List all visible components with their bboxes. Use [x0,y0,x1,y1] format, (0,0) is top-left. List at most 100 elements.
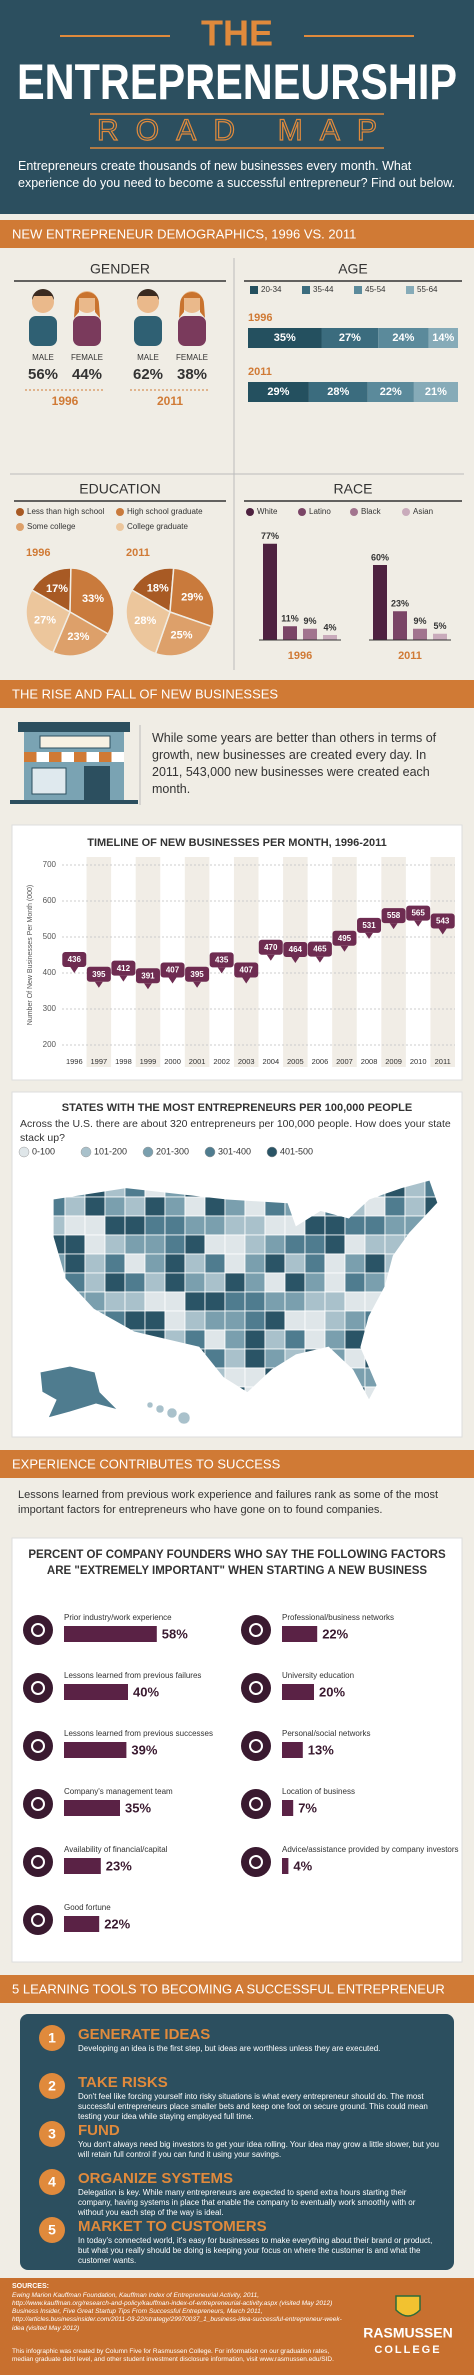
section-heading: NEW ENTREPRENEUR DEMOGRAPHICS, 1996 VS. … [12,226,356,241]
value-label: 77% [261,531,279,541]
state [404,1196,426,1217]
legend-swatch [246,508,254,516]
series-name: FEMALE [71,353,103,362]
state [344,1215,366,1236]
state [64,1253,86,1274]
rise-text: While some years are better than others … [152,731,437,796]
store-window [31,767,67,795]
bar [393,611,407,640]
tool-number-badge [39,2121,65,2147]
sources: Ewing Marion Kauffman Foundation, Kauffm… [12,2292,342,2332]
legend-swatch [116,508,124,516]
state [304,1291,326,1312]
store-sign [39,735,111,749]
tool-text: Don't feel like forcing yourself into ri… [78,2092,428,2121]
value-label: 33% [82,593,104,605]
hawaii [146,1401,154,1409]
y-tick-label: 600 [43,896,57,905]
marker [430,913,455,929]
marker-pin [315,956,324,963]
value-label: 29% [181,592,203,604]
bar [433,633,447,640]
state [284,1272,306,1293]
legend-label: Black [361,507,382,516]
state [244,1291,266,1312]
legend-label: White [257,507,278,516]
section-band [0,1975,474,2003]
state [184,1196,206,1217]
factor-icon-glyph [249,1797,263,1811]
state [224,1234,246,1255]
marker-pin [266,954,275,961]
marker-pin [438,928,447,935]
legend-label: 45-54 [365,285,386,294]
tool-number: 4 [48,2174,56,2190]
state [104,1196,126,1217]
state [264,1253,286,1274]
y-tick-label: 200 [43,1040,57,1049]
state [84,1215,106,1236]
map-title: STATES WITH THE MOST ENTREPRENEURS PER 1… [62,1102,412,1114]
factor-icon [23,1615,53,1645]
state [384,1196,406,1217]
category-label: 1996 [52,394,79,408]
factor-icon [241,1847,271,1877]
value-label: 470 [264,943,278,952]
x-tick-label: 2003 [238,1057,255,1066]
category-label: Lessons learned from previous successes [64,1729,213,1738]
value-label: 412 [117,964,131,973]
marker [406,905,431,921]
legend-label: 35-44 [313,285,334,294]
bar [64,1916,100,1932]
state [184,1310,206,1331]
marker-pin [242,977,251,984]
marker [357,917,382,933]
value-label: 25% [170,630,192,642]
tool-title: ORGANIZE SYSTEMS [78,2170,233,2187]
bar [282,1626,318,1642]
state [124,1215,146,1236]
bar [282,1742,303,1758]
bar [282,1684,314,1700]
legend-label: 20-34 [261,285,282,294]
factor-icon-glyph [31,1681,45,1695]
state [384,1215,406,1236]
state [104,1234,126,1255]
state [324,1310,346,1331]
state [324,1329,346,1350]
x-tick-label: 2007 [336,1057,353,1066]
section-heading: THE RISE AND FALL OF NEW BUSINESSES [12,686,278,701]
legend-swatch [250,286,258,294]
value-label: 464 [289,945,303,954]
series-name: 2011 [126,547,150,559]
x-tick-label: 2010 [410,1057,427,1066]
value-label: 20% [319,1684,345,1699]
state [84,1253,106,1274]
x-tick-label: 2001 [189,1057,206,1066]
tool-number-badge [39,2025,65,2051]
bar [283,626,297,640]
state [364,1253,386,1274]
marker [307,941,332,957]
category-label: Location of business [282,1787,355,1796]
x-tick-label: 1999 [140,1057,157,1066]
legend-swatch [406,286,414,294]
category-label: 1996 [288,650,312,662]
x-tick-label: 2005 [287,1057,304,1066]
pie-slice [125,588,171,655]
intro: Entrepreneurs create thousands of new bu… [18,159,456,190]
value-label: 4% [323,622,336,632]
bar-segment [248,382,309,402]
tool-number: 5 [48,2222,56,2238]
state [324,1215,346,1236]
factor-icon-glyph [249,1855,263,1869]
state [164,1310,186,1331]
value-label: 21% [425,386,447,398]
value-label: 60% [371,552,389,562]
marker-pin [193,981,202,988]
state [344,1310,366,1331]
state [284,1310,306,1331]
factor-icon-glyph [249,1681,263,1695]
value-label: 435 [215,956,229,965]
marker [86,966,111,982]
